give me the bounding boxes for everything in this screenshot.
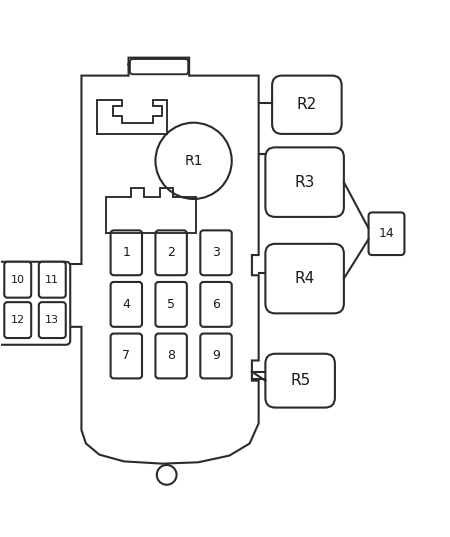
- Text: R4: R4: [294, 271, 315, 286]
- FancyBboxPatch shape: [39, 262, 66, 297]
- FancyBboxPatch shape: [4, 302, 31, 338]
- Text: 10: 10: [11, 275, 25, 285]
- FancyBboxPatch shape: [130, 59, 188, 74]
- Text: 14: 14: [378, 227, 394, 240]
- Text: 3: 3: [212, 246, 220, 259]
- Text: 7: 7: [122, 350, 130, 362]
- Circle shape: [157, 465, 176, 485]
- FancyBboxPatch shape: [200, 282, 232, 327]
- Text: 1: 1: [122, 246, 130, 259]
- Text: 9: 9: [212, 350, 220, 362]
- Text: R2: R2: [297, 97, 317, 112]
- FancyBboxPatch shape: [155, 230, 187, 275]
- FancyBboxPatch shape: [0, 262, 70, 345]
- FancyBboxPatch shape: [4, 262, 31, 297]
- FancyBboxPatch shape: [111, 333, 142, 379]
- Text: 8: 8: [167, 350, 175, 362]
- Polygon shape: [106, 188, 196, 233]
- Text: R3: R3: [294, 175, 315, 190]
- FancyBboxPatch shape: [272, 76, 342, 134]
- FancyBboxPatch shape: [266, 354, 335, 408]
- Text: 6: 6: [212, 298, 220, 311]
- FancyBboxPatch shape: [200, 230, 232, 275]
- Text: 13: 13: [45, 315, 59, 325]
- FancyBboxPatch shape: [111, 282, 142, 327]
- FancyBboxPatch shape: [39, 302, 66, 338]
- Polygon shape: [97, 100, 166, 134]
- Text: 5: 5: [167, 298, 175, 311]
- FancyBboxPatch shape: [200, 333, 232, 379]
- Text: 12: 12: [11, 315, 25, 325]
- Text: R5: R5: [290, 373, 310, 388]
- FancyBboxPatch shape: [155, 333, 187, 379]
- Text: 2: 2: [167, 246, 175, 259]
- FancyBboxPatch shape: [155, 282, 187, 327]
- Text: 11: 11: [45, 275, 59, 285]
- FancyBboxPatch shape: [266, 147, 344, 217]
- Polygon shape: [67, 57, 259, 463]
- FancyBboxPatch shape: [369, 213, 405, 255]
- Circle shape: [155, 122, 232, 199]
- FancyBboxPatch shape: [111, 230, 142, 275]
- FancyBboxPatch shape: [266, 244, 344, 314]
- Text: R1: R1: [184, 154, 203, 168]
- Text: 4: 4: [122, 298, 130, 311]
